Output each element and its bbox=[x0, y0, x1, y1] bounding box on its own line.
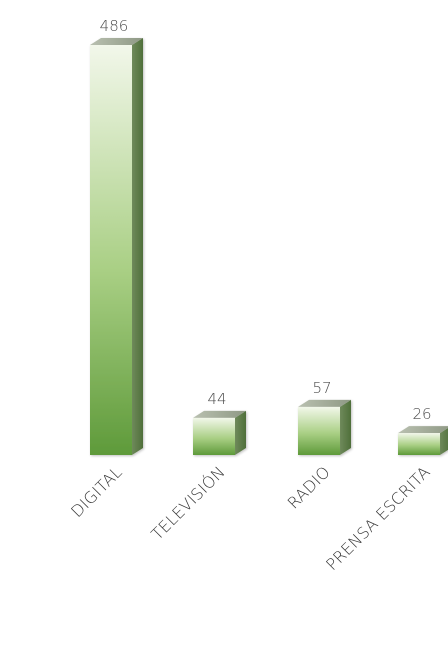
category-label: PRENSA ESCRITA bbox=[322, 462, 434, 574]
bar-televisión bbox=[193, 410, 246, 455]
value-label: 26 bbox=[412, 405, 431, 423]
bars-layer bbox=[90, 38, 448, 455]
value-label: 486 bbox=[100, 17, 129, 35]
value-label: 57 bbox=[312, 379, 331, 397]
category-label: TELEVISIÓN bbox=[148, 462, 229, 543]
category-label: RADIO bbox=[284, 462, 334, 512]
bar-front-face bbox=[193, 417, 235, 455]
bar-side-face bbox=[235, 410, 246, 455]
bar-front-face bbox=[298, 406, 340, 455]
bar-top-face bbox=[193, 410, 246, 418]
bar-top-face bbox=[398, 426, 448, 434]
bar-side-face bbox=[340, 399, 351, 455]
bar-radio bbox=[298, 399, 351, 455]
bar-top-face bbox=[298, 399, 351, 407]
value-label: 44 bbox=[207, 390, 226, 408]
bar-prensa-escrita bbox=[398, 426, 448, 455]
bar-side-face bbox=[440, 427, 448, 455]
bar-digital bbox=[90, 38, 143, 455]
bar-top-face bbox=[90, 38, 143, 45]
bar-front-face bbox=[398, 433, 440, 455]
bar-side-face bbox=[132, 38, 143, 455]
bar-front-face bbox=[90, 45, 132, 455]
category-label: DIGITAL bbox=[67, 462, 126, 521]
value-labels-layer: 486 44 57 26 bbox=[100, 17, 432, 423]
